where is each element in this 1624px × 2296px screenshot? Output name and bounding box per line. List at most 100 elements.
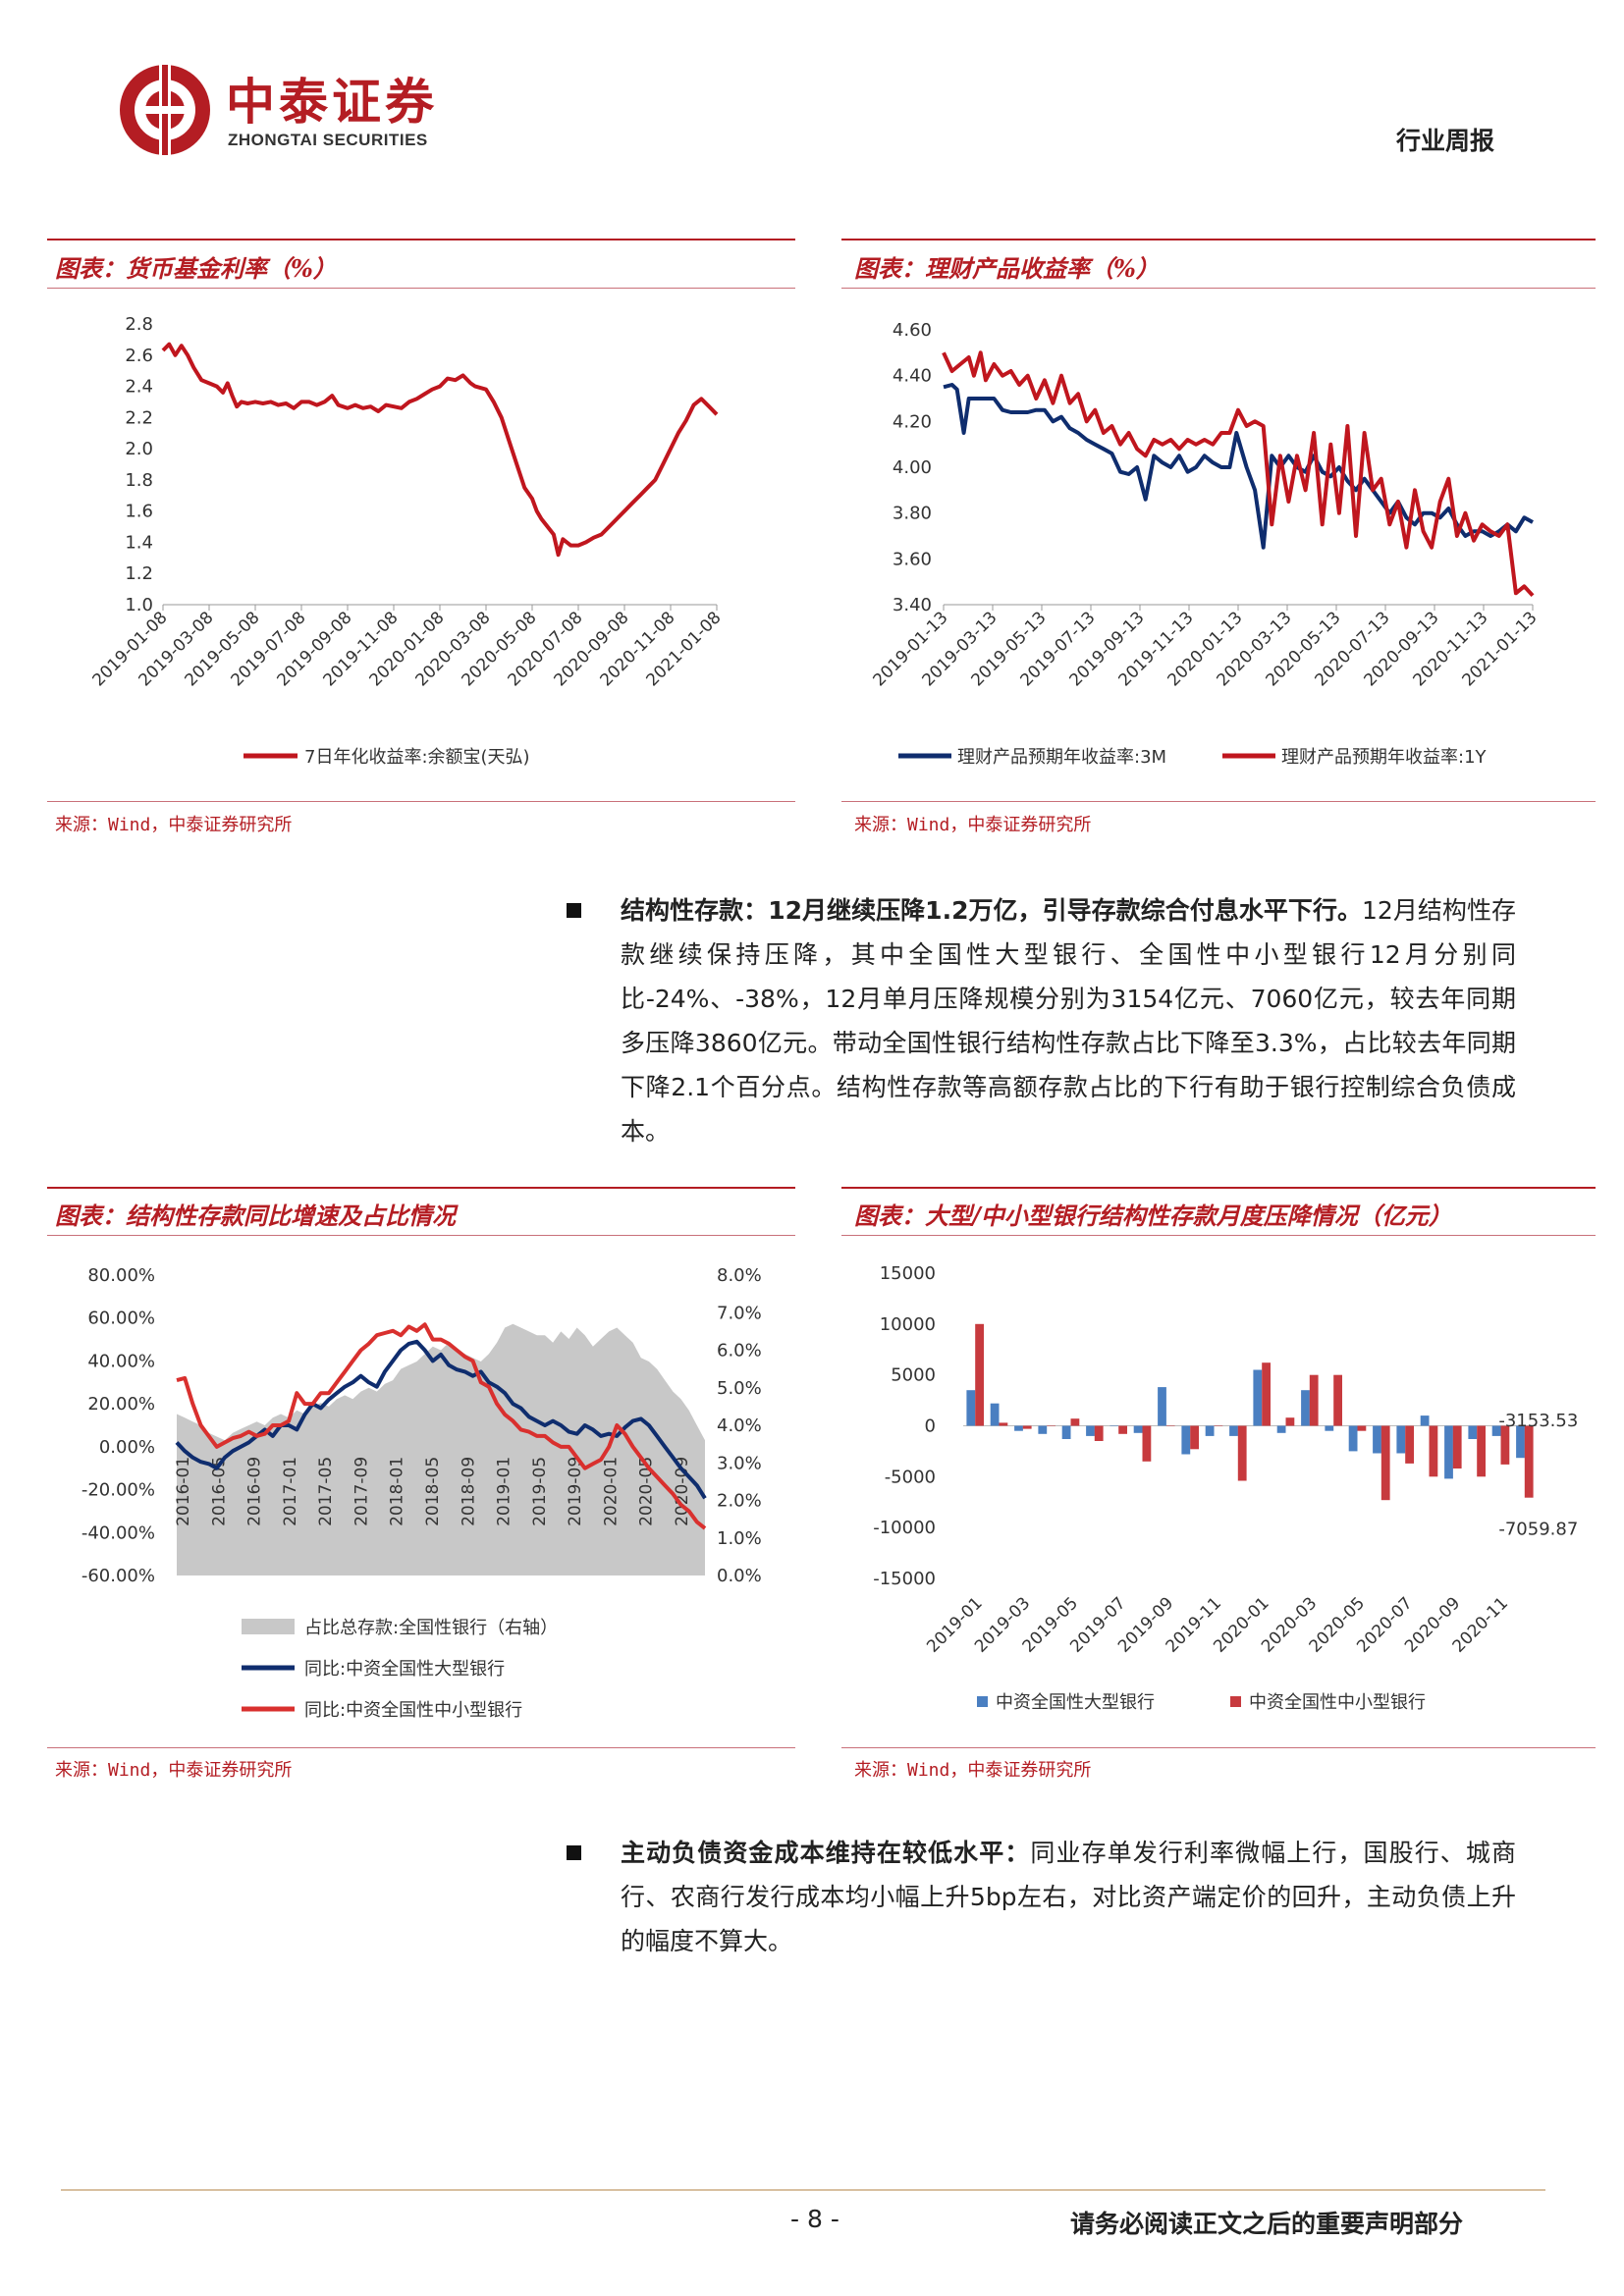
bar	[1253, 1369, 1263, 1426]
chart-bottom-rule	[841, 1747, 1596, 1748]
chart-title: 图表：大型/中小型银行结构性存款月度压降情况（亿元）	[854, 1201, 1452, 1230]
y-tick-label-left: -40.00%	[81, 1522, 155, 1543]
chart-top-rule	[841, 1187, 1596, 1189]
x-tick-label: 2019-09	[566, 1457, 585, 1526]
legend-label: 7日年化收益率:余额宝(天弘)	[304, 747, 530, 768]
bar	[1516, 1425, 1525, 1459]
y-tick-label-left: 80.00%	[87, 1265, 155, 1286]
series-line	[942, 350, 1535, 598]
x-tick-label: 2016-05	[209, 1457, 229, 1526]
x-tick-label: 2017-05	[316, 1457, 336, 1526]
chart-source: 来源：Wind，中泰证券研究所	[854, 1760, 1092, 1781]
series-line	[175, 1339, 707, 1500]
bar	[1133, 1425, 1143, 1433]
y-tick-label-right: 6.0%	[717, 1341, 762, 1362]
legend-label: 理财产品预期年收益率:1Y	[1281, 747, 1488, 768]
bar	[1061, 1425, 1071, 1439]
area-series	[177, 1323, 705, 1575]
bar	[1110, 1425, 1119, 1426]
y-tick-label: -10000	[873, 1518, 936, 1538]
bar	[1262, 1362, 1271, 1426]
y-tick-label: 1.8	[125, 470, 153, 491]
bar	[1038, 1425, 1048, 1434]
company-name-cn: 中泰证券	[226, 74, 438, 131]
y-tick-label: 15000	[880, 1263, 936, 1284]
chart-title: 图表：结构性存款同比增速及占比情况	[55, 1201, 456, 1230]
x-tick-label: 2019-01	[495, 1457, 514, 1526]
bar	[1429, 1425, 1438, 1477]
footer-notice: 请务必阅读正文之后的重要声明部分	[1070, 2210, 1464, 2238]
y-tick-label: -5000	[885, 1467, 936, 1487]
bar	[1477, 1425, 1486, 1477]
bar	[1357, 1425, 1367, 1431]
y-tick-label: 2.2	[125, 407, 153, 428]
y-tick-label: 1.4	[125, 532, 153, 553]
bar	[1333, 1374, 1342, 1426]
y-tick-label-left: -20.00%	[81, 1480, 155, 1501]
bar	[1452, 1425, 1462, 1468]
legend-swatch	[977, 1696, 988, 1707]
bullet-square-icon	[567, 903, 581, 918]
bar	[1285, 1417, 1295, 1426]
paragraph-body: 同业存单发行利率微幅上行，国股行、城商行、农商行发行成本均小幅上升5bp左右，对…	[621, 1839, 1516, 1955]
y-tick-label-right: 8.0%	[717, 1265, 762, 1286]
x-tick-label: 2017-09	[352, 1457, 371, 1526]
y-tick-label-right: 4.0%	[717, 1415, 762, 1436]
chart-title-rule	[841, 1235, 1596, 1236]
chart-bottom-rule	[47, 1747, 795, 1748]
legend-label: 占比总存款:全国性银行（右轴）	[304, 1618, 558, 1638]
legend-label: 同比:中资全国性大型银行	[304, 1659, 505, 1680]
y-tick-label-left: 20.00%	[87, 1394, 155, 1415]
chart-source: 来源：Wind，中泰证券研究所	[854, 815, 1092, 835]
x-tick-label: 2017-01	[281, 1457, 300, 1526]
footer-rule	[61, 2189, 1545, 2191]
y-tick-label-right: 5.0%	[717, 1378, 762, 1399]
legend-label: 中资全国性中小型银行	[1249, 1692, 1426, 1713]
y-tick-label-right: 0.0%	[717, 1566, 762, 1586]
bar	[1229, 1425, 1238, 1436]
bar	[1301, 1390, 1310, 1426]
bar	[1022, 1425, 1032, 1429]
bar	[1396, 1425, 1406, 1454]
chart-top-rule	[841, 239, 1596, 240]
y-tick-label: 10000	[880, 1314, 936, 1335]
chart-bottom-rule	[47, 801, 795, 802]
y-tick-label: 2.4	[125, 377, 153, 398]
paragraph-structured-deposits: 结构性存款：12月继续压降1.2万亿，引导存款综合付息水平下行。12月结构性存款…	[621, 888, 1516, 1153]
bar	[975, 1323, 984, 1426]
chart-title-rule	[47, 1235, 795, 1236]
page-number: - 8 -	[790, 2205, 839, 2233]
bar	[1348, 1425, 1358, 1452]
bar	[1014, 1425, 1023, 1431]
bar	[1214, 1425, 1223, 1426]
bar	[1158, 1387, 1166, 1426]
bar	[990, 1403, 1000, 1426]
money-fund-rate-chart: 1.01.21.41.61.82.02.22.42.62.82019-01-08…	[89, 314, 726, 768]
bar	[1373, 1425, 1381, 1454]
bar	[1468, 1425, 1478, 1439]
y-tick-label-left: 0.00%	[99, 1437, 155, 1458]
bar	[1181, 1425, 1191, 1455]
x-tick-label: 2016-01	[174, 1457, 193, 1526]
y-tick-label: 1.2	[125, 563, 153, 584]
x-tick-label: 2018-09	[459, 1457, 478, 1526]
y-tick-label: 4.40	[893, 366, 932, 387]
x-tick-label: 2020-01	[601, 1457, 621, 1526]
chart-bottom-rule	[841, 801, 1596, 802]
bar	[1086, 1425, 1095, 1436]
bar	[1118, 1425, 1127, 1434]
chart-top-rule	[47, 1187, 795, 1189]
y-tick-label: 3.40	[893, 595, 932, 615]
legend-label: 理财产品预期年收益率:3M	[957, 747, 1166, 768]
bar	[1309, 1374, 1319, 1426]
x-tick-label: 2018-01	[388, 1457, 407, 1526]
logo-emblem-icon	[120, 65, 210, 155]
bar	[1165, 1425, 1175, 1426]
series-line	[176, 1322, 707, 1530]
y-tick-label: -15000	[873, 1569, 936, 1589]
bar	[1237, 1425, 1247, 1481]
y-tick-label-right: 7.0%	[717, 1303, 762, 1323]
y-tick-label: 5000	[891, 1365, 936, 1386]
y-tick-label: 2.8	[125, 314, 153, 335]
y-tick-label: 3.80	[893, 504, 932, 524]
